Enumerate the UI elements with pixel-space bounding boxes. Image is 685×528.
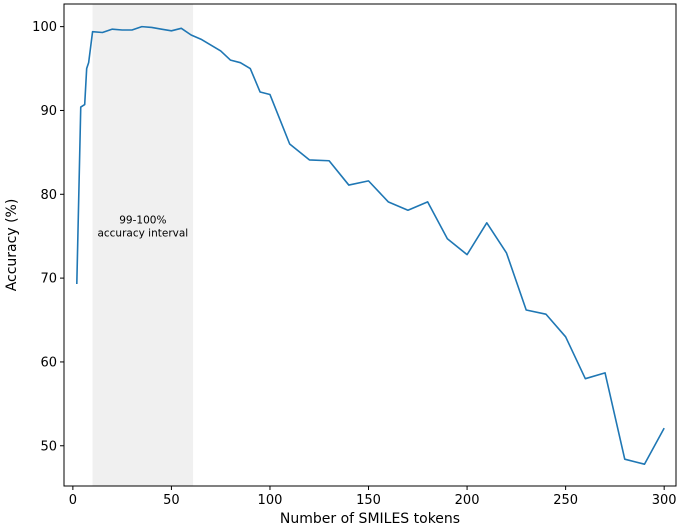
shaded-interval [92,4,194,486]
y-tick-label: 90 [40,104,57,119]
x-tick-label: 300 [652,493,677,508]
x-tick-label: 0 [69,493,77,508]
y-axis-title: Accuracy (%) [4,199,20,292]
shaded-region-layer [92,4,194,486]
y-tick-label: 60 [40,355,57,370]
y-axis-ticks: 50 60 70 80 90 100 [32,20,64,454]
annotation-label: accuracy interval [97,228,188,240]
y-tick-label: 100 [32,20,57,35]
x-tick-label: 250 [553,493,578,508]
x-axis-ticks: 0 50 100 150 200 250 300 [69,486,677,508]
x-tick-label: 50 [163,493,180,508]
series-line [76,25,665,466]
y-tick-label: 80 [40,188,57,203]
x-tick-label: 100 [258,493,283,508]
y-tick-label: 50 [40,439,57,454]
series-line-layer [76,25,665,466]
annotation-layer: 99-100%accuracy interval [97,215,188,240]
x-tick-label: 150 [356,493,381,508]
annotation-label: 99-100% [119,215,166,227]
x-axis-title: Number of SMILES tokens [280,511,460,527]
y-tick-label: 70 [40,272,57,287]
plot-frame [63,3,677,487]
x-tick-label: 200 [455,493,480,508]
